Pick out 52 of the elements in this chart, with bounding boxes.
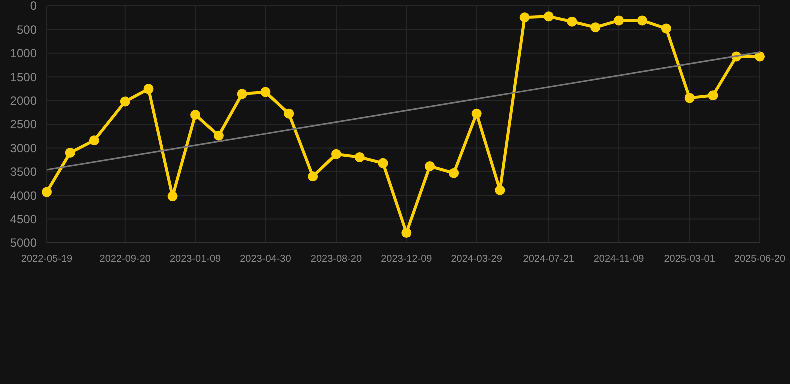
point	[755, 52, 765, 62]
y-tick-label: 3500	[10, 165, 38, 180]
x-tick-label: 2022-09-20	[100, 254, 152, 265]
point	[544, 12, 554, 22]
point	[425, 161, 436, 172]
y-tick-label: 4500	[10, 212, 38, 226]
point	[89, 136, 100, 146]
point	[378, 158, 388, 168]
point	[260, 87, 271, 98]
point	[190, 110, 201, 120]
x-tick-label: 2025-06-20	[734, 254, 786, 265]
point	[684, 93, 695, 104]
x-tick-label: 2023-12-09	[381, 254, 433, 265]
point	[308, 172, 318, 182]
x-tick-label: 2024-03-29	[451, 254, 503, 265]
y-tick-label: 500	[16, 22, 38, 37]
point	[168, 192, 178, 202]
x-tick-label: 2022-05-19	[21, 254, 74, 265]
point	[472, 108, 482, 119]
point	[42, 187, 52, 198]
y-tick-label: 3000	[10, 141, 38, 156]
y-tick-label: 5000	[10, 236, 38, 250]
point	[449, 168, 460, 178]
point	[495, 185, 506, 196]
x-tick-label: 2024-11-09	[594, 254, 645, 265]
x-tick-label: 2023-01-09	[170, 254, 222, 265]
point	[661, 24, 672, 34]
y-tick-label: 2000	[10, 94, 38, 108]
point	[354, 152, 365, 162]
x-tick-label: 2023-04-30	[240, 254, 292, 265]
y-tick-label: 1000	[10, 46, 38, 61]
y-tick-label: 0	[30, 0, 38, 14]
point	[332, 149, 342, 160]
x-tick-label: 2023-08-20	[310, 254, 363, 265]
point	[520, 12, 530, 23]
y-tick-label: 1500	[10, 70, 38, 84]
point	[402, 228, 412, 238]
point	[284, 108, 294, 119]
x-tick-label: 2025-03-01	[664, 254, 716, 265]
y-tick-label: 4000	[10, 188, 38, 203]
point	[144, 84, 154, 94]
point	[614, 16, 624, 26]
point	[237, 89, 248, 100]
point	[637, 16, 648, 26]
point	[214, 130, 224, 141]
point	[567, 16, 578, 27]
y-tick-label: 2500	[10, 118, 38, 132]
point	[708, 90, 718, 101]
point	[65, 148, 76, 158]
point	[120, 96, 130, 107]
x-tick-label: 2024-07-21	[523, 254, 575, 265]
point	[590, 22, 601, 33]
